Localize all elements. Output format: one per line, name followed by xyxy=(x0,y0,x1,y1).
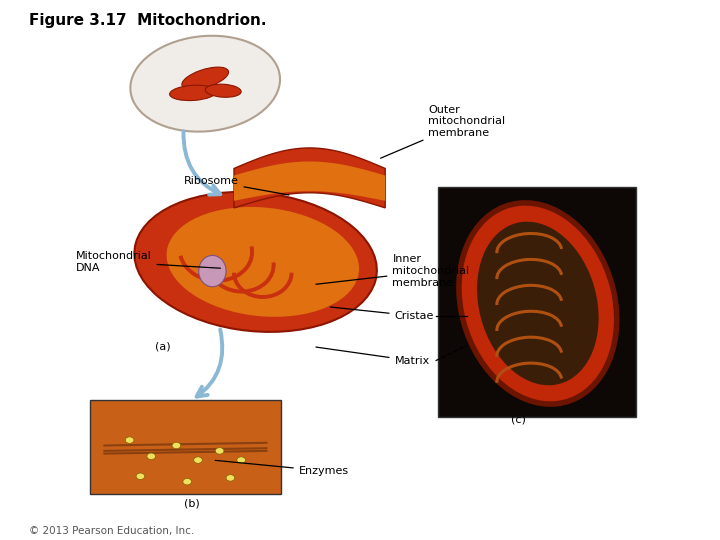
Circle shape xyxy=(147,453,156,460)
Text: Inner
mitochondrial
membrane: Inner mitochondrial membrane xyxy=(316,254,469,288)
Text: Enzymes: Enzymes xyxy=(215,460,349,476)
Text: (c): (c) xyxy=(511,414,526,424)
Circle shape xyxy=(172,442,181,449)
Text: © 2013 Pearson Education, Inc.: © 2013 Pearson Education, Inc. xyxy=(29,525,194,536)
Polygon shape xyxy=(234,161,385,201)
Polygon shape xyxy=(234,148,385,208)
Circle shape xyxy=(136,473,145,480)
FancyBboxPatch shape xyxy=(438,187,636,417)
Ellipse shape xyxy=(182,67,228,90)
Ellipse shape xyxy=(170,85,216,100)
Circle shape xyxy=(237,457,246,463)
FancyBboxPatch shape xyxy=(90,400,281,494)
Ellipse shape xyxy=(130,36,280,132)
Ellipse shape xyxy=(477,222,598,385)
Text: Mitochondrial
DNA: Mitochondrial DNA xyxy=(76,251,220,273)
Ellipse shape xyxy=(199,255,226,287)
Text: Ribosome: Ribosome xyxy=(184,176,289,195)
Ellipse shape xyxy=(459,203,617,404)
Circle shape xyxy=(226,475,235,481)
Ellipse shape xyxy=(205,84,241,97)
Text: Cristae: Cristae xyxy=(330,307,434,321)
Circle shape xyxy=(183,478,192,485)
Circle shape xyxy=(215,448,224,454)
Text: (b): (b) xyxy=(184,498,199,509)
Text: Matrix: Matrix xyxy=(316,347,430,366)
Ellipse shape xyxy=(135,192,377,332)
Text: Outer
mitochondrial
membrane: Outer mitochondrial membrane xyxy=(381,105,505,158)
Circle shape xyxy=(125,437,134,443)
Ellipse shape xyxy=(166,207,359,317)
Text: Figure 3.17  Mitochondrion.: Figure 3.17 Mitochondrion. xyxy=(29,14,266,29)
Text: (a): (a) xyxy=(155,342,171,352)
Circle shape xyxy=(194,457,202,463)
